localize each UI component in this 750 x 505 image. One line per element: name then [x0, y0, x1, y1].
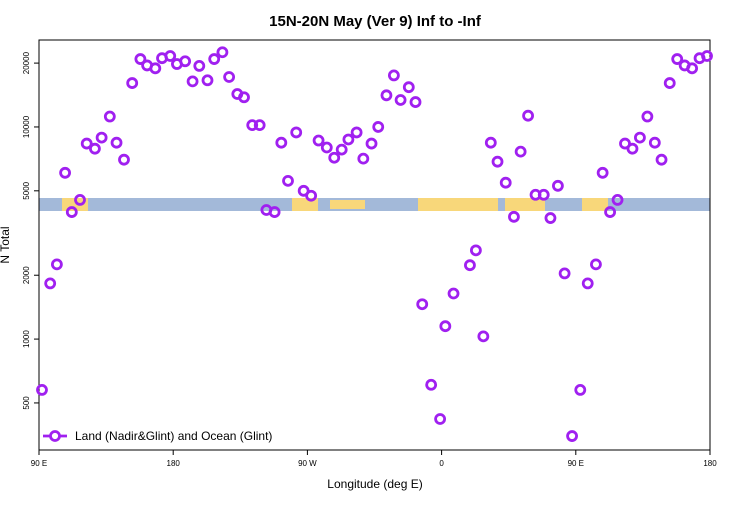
- point: [508, 210, 520, 223]
- point: [514, 145, 527, 158]
- point: [626, 142, 639, 155]
- point: [246, 119, 259, 132]
- y-tick-label: 500: [22, 396, 31, 410]
- point: [484, 136, 497, 149]
- point: [290, 126, 303, 139]
- point: [434, 413, 447, 425]
- point: [186, 75, 199, 88]
- point: [118, 153, 130, 166]
- y-tick-label: 20000: [22, 51, 31, 74]
- point: [439, 320, 452, 333]
- point: [491, 155, 504, 168]
- point: [566, 430, 578, 442]
- point: [469, 244, 482, 257]
- point: [328, 151, 341, 164]
- point: [409, 96, 422, 108]
- point: [342, 133, 355, 146]
- point: [544, 212, 557, 224]
- point: [335, 143, 348, 156]
- point: [394, 94, 407, 106]
- plot-frame: [38, 39, 711, 451]
- point: [701, 50, 713, 62]
- x-tick-label: 180: [703, 459, 717, 468]
- x-axis-label: Longitude (deg E): [327, 477, 422, 491]
- point: [416, 298, 429, 311]
- x-tick-label: 180: [167, 459, 181, 468]
- y-tick-label: 1000: [22, 330, 31, 348]
- point: [103, 110, 116, 123]
- point: [558, 267, 571, 280]
- point: [686, 62, 699, 75]
- point: [312, 134, 325, 147]
- point: [275, 136, 288, 149]
- y-tick-label: 2000: [22, 266, 31, 284]
- point: [634, 131, 646, 144]
- y-tick-label: 10000: [22, 115, 31, 138]
- point: [208, 53, 221, 65]
- point: [179, 55, 192, 68]
- point: [590, 258, 602, 271]
- legend-marker: [49, 430, 61, 442]
- point: [201, 74, 214, 87]
- x-tick-label: 0: [439, 459, 444, 468]
- y-axis-label: N Total: [0, 226, 12, 263]
- point: [50, 258, 63, 271]
- point: [581, 277, 594, 290]
- point: [268, 206, 281, 218]
- x-tick-label: 90 W: [298, 459, 317, 468]
- point: [149, 62, 162, 75]
- point: [663, 77, 676, 89]
- point: [193, 60, 206, 72]
- point: [80, 137, 93, 150]
- point: [357, 152, 370, 165]
- point: [552, 179, 564, 192]
- point: [402, 81, 415, 94]
- point: [110, 136, 123, 149]
- point: [522, 109, 534, 122]
- point: [537, 188, 550, 201]
- point: [387, 69, 400, 82]
- point: [126, 77, 139, 89]
- point: [596, 166, 609, 179]
- point: [305, 189, 318, 202]
- point: [320, 141, 333, 154]
- point: [499, 176, 512, 189]
- point: [164, 50, 177, 62]
- point: [671, 53, 684, 65]
- point: [447, 287, 460, 300]
- point: [216, 46, 229, 59]
- point: [655, 153, 668, 166]
- legend-label: Land (Nadir&Glint) and Ocean (Glint): [75, 429, 272, 443]
- point: [65, 206, 78, 218]
- point: [641, 110, 654, 123]
- x-tick-label: 90 E: [31, 459, 47, 468]
- point: [477, 330, 490, 343]
- point: [223, 71, 236, 83]
- point: [89, 142, 101, 155]
- point: [253, 119, 266, 132]
- chart-title: 15N-20N May (Ver 9) Inf to -Inf: [269, 13, 482, 30]
- point: [59, 166, 71, 179]
- point: [134, 53, 147, 65]
- y-tick-label: 5000: [22, 181, 31, 199]
- point: [36, 384, 48, 396]
- point: [44, 277, 57, 290]
- point: [95, 131, 108, 144]
- point: [425, 378, 438, 391]
- point: [365, 137, 378, 150]
- x-tick-label: 90 E: [568, 459, 584, 468]
- point: [372, 121, 385, 133]
- point: [648, 136, 661, 149]
- point: [238, 91, 250, 104]
- point: [350, 126, 363, 139]
- point: [282, 174, 294, 187]
- point: [74, 194, 86, 206]
- point: [604, 206, 616, 218]
- map-strip: [39, 198, 710, 211]
- point: [380, 89, 393, 102]
- point: [611, 194, 624, 206]
- point: [574, 384, 587, 396]
- point: [464, 259, 476, 272]
